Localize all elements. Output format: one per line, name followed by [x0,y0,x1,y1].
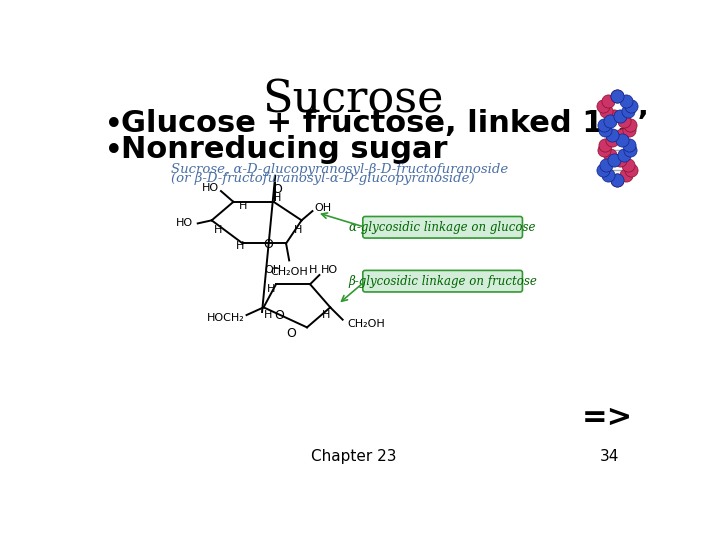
Point [604,116,616,125]
Point [625,146,636,155]
Text: H: H [309,265,318,275]
Text: H: H [264,310,272,320]
Point [611,91,623,100]
Point [618,116,630,125]
Point [622,161,634,170]
Text: OH: OH [314,203,331,213]
Point [616,136,628,145]
Text: OH: OH [264,265,282,275]
Text: O: O [272,183,282,196]
Point [608,156,620,165]
Text: Sucrose: Sucrose [263,78,444,121]
Point [614,111,626,120]
Text: α-glycosidic linkage on glucose: α-glycosidic linkage on glucose [349,221,536,234]
Point [598,121,609,130]
Point [606,136,618,145]
Point [598,166,609,174]
FancyBboxPatch shape [363,271,523,292]
Point [599,141,611,150]
Text: Glucose + fructose, linked 1-1’: Glucose + fructose, linked 1-1’ [121,109,649,138]
Point [602,171,613,180]
Text: H: H [267,284,276,294]
Point [604,151,616,160]
Text: Chapter 23: Chapter 23 [311,449,396,464]
Text: •: • [104,135,124,168]
Point [611,176,623,185]
Text: H: H [235,241,244,251]
Text: CH₂OH: CH₂OH [270,267,308,276]
Text: O: O [274,309,284,322]
Text: O: O [264,239,273,252]
Point [598,146,609,155]
Point [614,156,626,165]
Point [618,151,630,160]
Point [624,141,635,150]
Point [600,161,611,170]
Point [616,131,628,140]
Text: •: • [104,109,124,141]
Text: HO: HO [176,218,193,228]
Text: β-glycosidic linkage on fructose: β-glycosidic linkage on fructose [348,275,537,288]
Text: O: O [287,327,297,340]
Text: =>: => [582,403,634,432]
Point [598,101,609,110]
Point [621,171,632,180]
Point [599,126,611,135]
Point [600,106,611,115]
Text: (or β-D-fructofuranosyl-α-D-glucopyranoside): (or β-D-fructofuranosyl-α-D-glucopyranos… [171,172,475,185]
Text: HO: HO [202,183,220,193]
Text: Nonreducing sugar: Nonreducing sugar [121,135,448,164]
Point [611,91,623,100]
Point [625,166,636,174]
Text: H: H [321,310,330,320]
Point [624,126,635,135]
Point [608,111,620,120]
Text: H: H [238,201,247,212]
Text: H: H [294,225,302,234]
Point [625,121,636,130]
Text: H: H [273,193,281,202]
Text: HO: HO [321,265,338,275]
Text: 34: 34 [600,449,619,464]
Point [602,96,613,105]
Point [621,96,632,105]
Text: HOCH₂: HOCH₂ [207,313,245,323]
Point [606,131,618,140]
Text: Sucrose, α-D-glucopyranosyl-β-D-fructofuranoside: Sucrose, α-D-glucopyranosyl-β-D-fructofu… [171,163,508,176]
Point [611,176,623,185]
FancyBboxPatch shape [363,217,523,238]
Point [622,106,634,115]
Text: H: H [214,225,222,234]
Point [625,101,636,110]
Text: CH₂OH: CH₂OH [347,319,385,329]
